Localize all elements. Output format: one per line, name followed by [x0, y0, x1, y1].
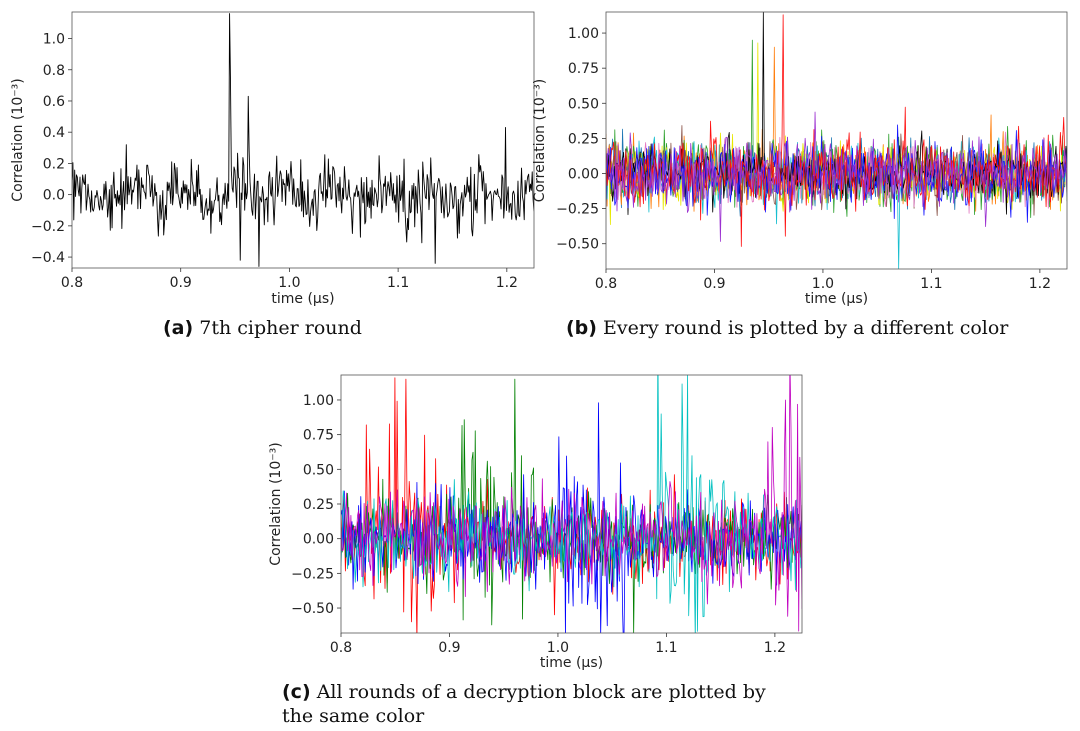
chart-a-ytick-label: 0.4 [43, 125, 65, 141]
chart-c-xtick-label: 0.8 [330, 640, 352, 656]
chart-c-ytick-label: −0.50 [291, 601, 334, 617]
chart-a-xlabel: time (µs) [271, 291, 334, 307]
chart-c: 0.8 0.9 1.0 1.1 1.2 −0.50 −0.25 0.00 0.25 0.50 0.7… [260, 360, 820, 675]
caption-b-text: Every round is plotted by a different co… [603, 317, 1009, 339]
chart-c-series-4 [341, 375, 802, 632]
chart-b-ytick-label: 0.00 [568, 167, 599, 183]
caption-a-label: (a) [163, 317, 194, 339]
caption-c-text-line2: the same color [282, 705, 425, 727]
chart-b-ytick-label: −0.25 [556, 202, 599, 218]
chart-b-ytick-label: 1.00 [568, 26, 599, 42]
chart-b-xlabel: time (µs) [805, 291, 868, 307]
caption-c-line1: (c) All rounds of a decryption block are… [282, 680, 766, 704]
chart-c-ylabel: Correlation (10⁻³) [268, 442, 284, 565]
chart-a: 0.8 0.9 1.0 1.1 1.2 −0.4 −0.2 0.0 0.2 0.4 0.6 0.8 1.… [0, 0, 540, 307]
chart-a-ytick-label: 0.8 [43, 63, 65, 79]
chart-b: 0.8 0.9 1.0 1.1 1.2 −0.50 −0.25 0.00 0.25 0.50 0.7… [532, 0, 1080, 307]
chart-a-ytick-label: −0.2 [31, 219, 65, 235]
chart-b-series-9 [606, 14, 1067, 247]
chart-b-ytick-label: 0.25 [568, 131, 599, 147]
chart-b-ytick-label: 0.75 [568, 61, 599, 77]
chart-b-ylabel: Correlation (10⁻³) [532, 79, 548, 202]
chart-c-svg: 0.8 0.9 1.0 1.1 1.2 −0.50 −0.25 0.00 0.25 0.50 0.7… [268, 374, 803, 671]
chart-c-xtick-label: 1.1 [655, 640, 677, 656]
chart-b-svg: 0.8 0.9 1.0 1.1 1.2 −0.50 −0.25 0.00 0.25 0.50 0.7… [532, 11, 1068, 307]
chart-a-ytick-label: 0.6 [43, 94, 65, 110]
chart-b-xtick-label: 1.2 [1029, 276, 1051, 292]
chart-a-xtick-label: 1.0 [278, 275, 300, 291]
caption-a-text: 7th cipher round [199, 317, 362, 339]
chart-b-plot-area [606, 12, 1067, 269]
caption-a: (a) 7th cipher round [163, 316, 362, 340]
chart-a-xtick-label: 0.8 [61, 275, 83, 291]
chart-c-ytick-label: 0.25 [303, 497, 334, 513]
chart-c-ytick-label: 0.00 [303, 532, 334, 548]
chart-c-ytick-label: 1.00 [303, 393, 334, 409]
chart-a-ytick-label: 0.0 [43, 188, 65, 204]
chart-a-xtick-label: 0.9 [170, 275, 192, 291]
chart-b-xtick-label: 0.8 [595, 276, 617, 292]
chart-b-ytick-label: 0.50 [568, 96, 599, 112]
chart-b-frame [605, 11, 1068, 270]
chart-a-ylabel: Correlation (10⁻³) [10, 78, 26, 201]
chart-b-xtick-label: 1.0 [812, 276, 834, 292]
chart-c-xlabel: time (µs) [540, 655, 603, 671]
chart-a-plot-area [72, 13, 534, 267]
chart-c-plot-area [341, 375, 802, 633]
chart-a-svg: 0.8 0.9 1.0 1.1 1.2 −0.4 −0.2 0.0 0.2 0.4 0.6 0.8 1.… [10, 11, 535, 307]
chart-c-xtick-label: 1.0 [547, 640, 569, 656]
chart-a-frame [71, 11, 535, 269]
caption-c-text-line1: All rounds of a decryption block are plo… [316, 681, 766, 703]
chart-a-ytick-label: 0.2 [43, 156, 65, 172]
chart-c-xtick-label: 0.9 [438, 640, 460, 656]
chart-c-series-3 [341, 375, 802, 633]
chart-b-xtick-label: 0.9 [703, 276, 725, 292]
caption-b-label: (b) [566, 317, 597, 339]
chart-c-ytick-label: 0.75 [303, 428, 334, 444]
caption-b: (b) Every round is plotted by a differen… [566, 316, 1008, 340]
chart-c-xtick-label: 1.2 [764, 640, 786, 656]
caption-c-label: (c) [282, 681, 311, 703]
chart-b-ytick-label: −0.50 [556, 237, 599, 253]
chart-a-ytick-label: −0.4 [31, 250, 65, 266]
chart-a-xtick-label: 1.2 [496, 275, 518, 291]
chart-b-xtick-label: 1.1 [920, 276, 942, 292]
chart-b-series-10 [606, 111, 1067, 242]
chart-a-ytick-label: 1.0 [43, 32, 65, 48]
chart-c-ytick-label: −0.25 [291, 566, 334, 582]
chart-a-xtick-label: 1.1 [387, 275, 409, 291]
caption-c: (c) All rounds of a decryption block are… [282, 680, 766, 728]
chart-c-ytick-label: 0.50 [303, 462, 334, 478]
chart-a-series-0 [72, 13, 534, 267]
